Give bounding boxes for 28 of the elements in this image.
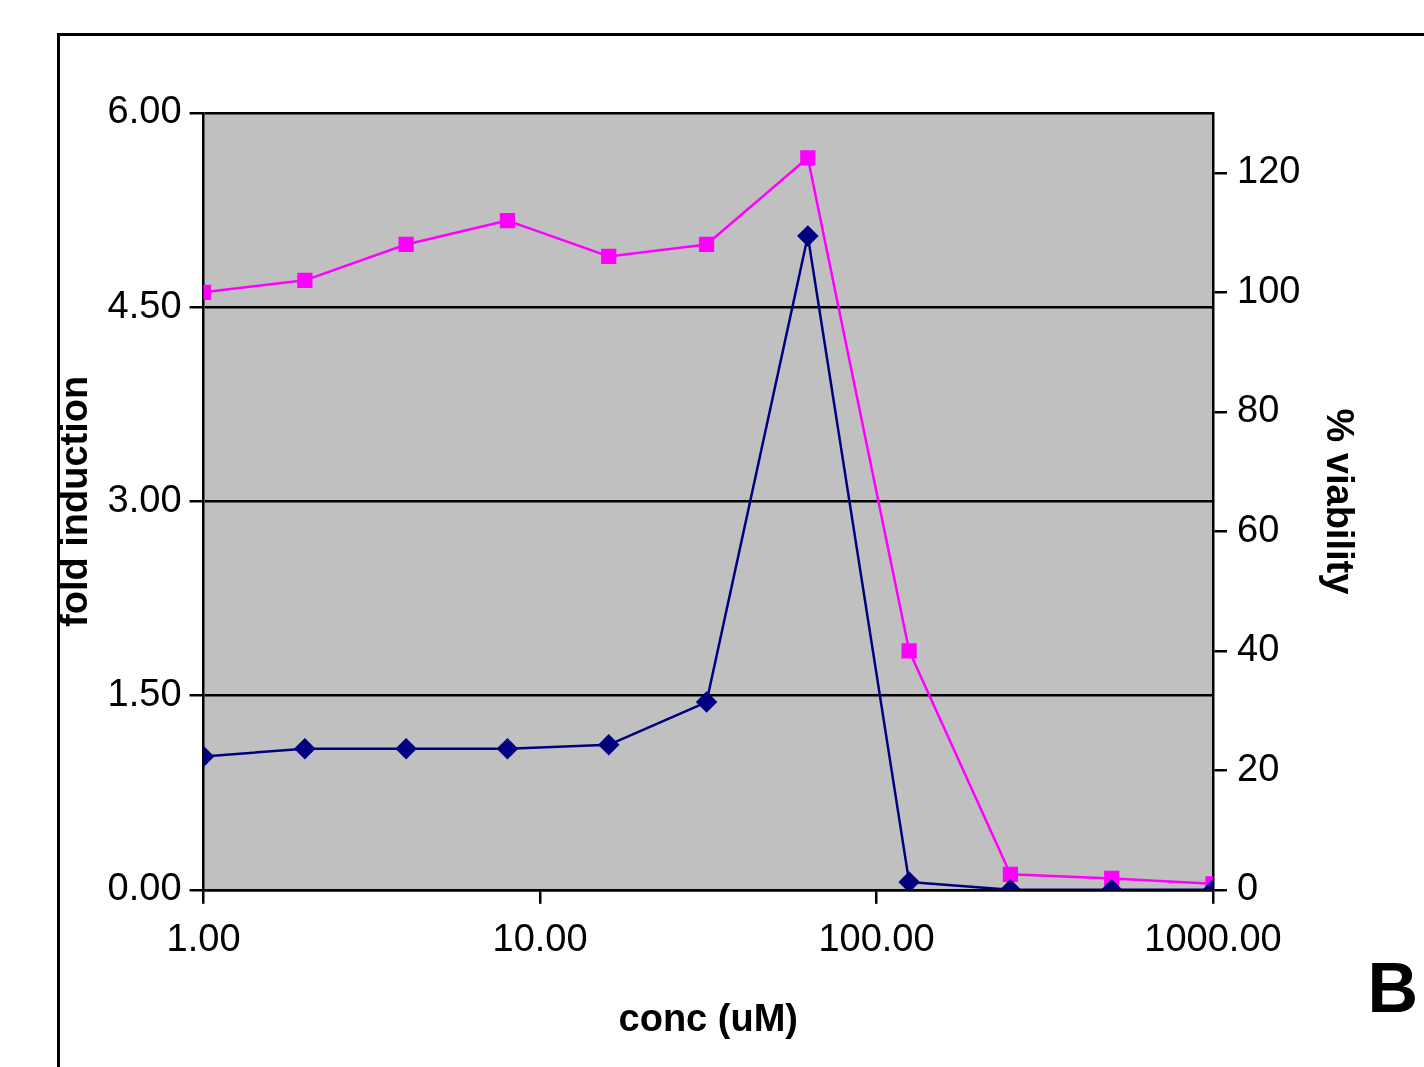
y2-tick-label: 80: [1237, 388, 1280, 431]
point: [297, 272, 313, 288]
point: [800, 150, 816, 166]
x-tick-label: 100.00: [818, 917, 935, 960]
y-axis-title: fold induction: [53, 375, 96, 627]
text: B: [1367, 948, 1418, 1028]
point: [698, 236, 715, 253]
point: [499, 212, 516, 229]
y-tick-label: 1.50: [107, 672, 182, 715]
x-tick-label: 10.00: [492, 917, 588, 960]
point: [398, 236, 414, 253]
y2-tick-label: 120: [1237, 149, 1301, 192]
point: [901, 643, 917, 659]
y-tick-label: 3.00: [107, 477, 182, 520]
y2-tick-label: 20: [1237, 746, 1280, 789]
y2-tick-label: 0: [1237, 866, 1259, 909]
y-tick-label: 4.50: [107, 283, 182, 326]
y-tick-label: 6.00: [107, 89, 182, 132]
point: [1002, 866, 1019, 882]
y2-tick-label: 100: [1237, 268, 1301, 311]
x-axis-title: conc (uM): [618, 996, 798, 1039]
x-tick-label: 1000.00: [1144, 917, 1282, 960]
y2-axis-title: % viability: [1318, 408, 1361, 595]
x-tick-label: 1.00: [166, 917, 241, 960]
point: [601, 248, 617, 265]
y2-tick-label: 60: [1237, 507, 1280, 550]
y-tick-label: 0.00: [107, 866, 182, 909]
y2-tick-label: 40: [1237, 627, 1280, 670]
